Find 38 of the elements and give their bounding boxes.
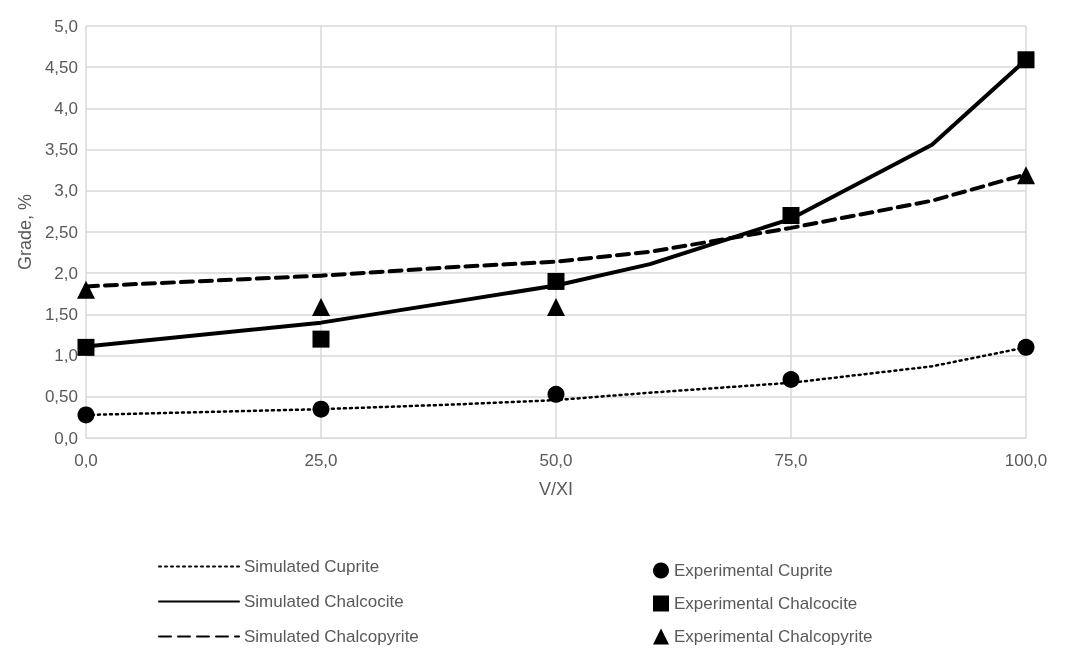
point [782, 207, 800, 225]
point [312, 330, 330, 348]
y-tick-label: 3,0 [54, 181, 78, 201]
y-tick-label: 2,50 [44, 222, 78, 242]
point [1017, 51, 1035, 69]
point [547, 272, 565, 290]
y-tick-label: 4,50 [44, 57, 78, 77]
point [782, 371, 800, 388]
point [77, 406, 95, 424]
point [1017, 338, 1035, 356]
y-tick-label: 5,0 [54, 16, 78, 36]
point [1017, 166, 1035, 185]
legend-label: Experimental Chalcopyrite [674, 627, 873, 646]
y-tick-label: 0,0 [54, 428, 78, 448]
y-tick-label: 1,0 [54, 346, 78, 366]
point [546, 297, 565, 316]
legend-label: Simulated Chalcopyrite [244, 627, 419, 646]
y-tick-label: 3,50 [44, 140, 78, 160]
x-axis-title: V/XI [538, 479, 573, 499]
point [547, 385, 565, 403]
legend-label: Experimental Chalcocite [674, 594, 858, 613]
x-tick-label: 100,0 [1004, 451, 1048, 470]
point [311, 297, 330, 316]
x-tick-label: 50,0 [539, 451, 573, 470]
x-tick-label: 25,0 [304, 451, 338, 470]
point [76, 280, 95, 299]
y-tick-label: 4,0 [54, 98, 78, 118]
y-tick-label: 1,50 [44, 304, 78, 324]
legend-label: Simulated Chalcocite [244, 592, 404, 611]
y-axis-title: Grade, % [15, 193, 35, 271]
x-tick-label: 0,0 [74, 451, 98, 470]
x-tick-label: 75,0 [774, 451, 808, 470]
legend-label: Simulated Cuprite [244, 557, 380, 576]
legend-label: Experimental Cuprite [674, 561, 833, 580]
y-tick-label: 2,0 [54, 263, 78, 283]
point [312, 400, 330, 418]
y-tick-label: 0,50 [44, 387, 78, 407]
point [77, 338, 95, 356]
